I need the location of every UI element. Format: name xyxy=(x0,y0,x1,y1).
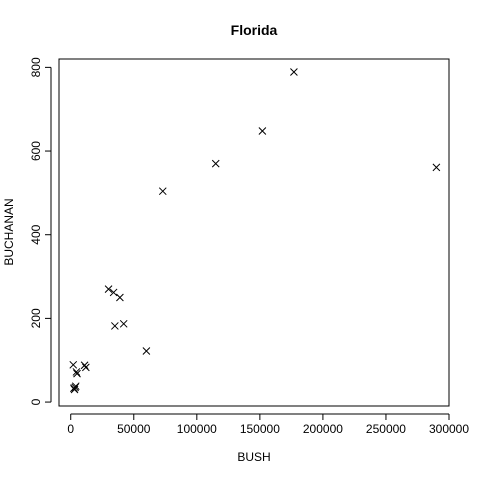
y-tick-label: 600 xyxy=(29,141,43,161)
data-point xyxy=(70,384,78,393)
data-point xyxy=(82,363,90,372)
y-tick-label: 800 xyxy=(29,57,43,77)
y-tick-label: 400 xyxy=(29,224,43,244)
data-point xyxy=(432,163,441,172)
data-point xyxy=(109,288,118,297)
data-point xyxy=(211,159,220,168)
x-tick-label: 50000 xyxy=(117,422,151,436)
data-point xyxy=(73,369,81,378)
data-point xyxy=(258,127,267,135)
data-point xyxy=(158,187,167,196)
x-tick-label: 300000 xyxy=(429,422,469,436)
data-point xyxy=(142,347,151,355)
data-point xyxy=(72,368,81,376)
y-axis: 0 200 400 600 800 xyxy=(29,57,52,405)
plot-frame xyxy=(58,58,450,407)
x-tick-label: 200000 xyxy=(303,422,343,436)
data-point xyxy=(116,293,124,302)
x-tick-label: 250000 xyxy=(366,422,406,436)
data-point xyxy=(111,322,119,330)
data-point xyxy=(80,361,89,370)
y-axis-label: BUCHANAN xyxy=(2,198,16,265)
data-points xyxy=(69,68,441,394)
x-tick-label: 100000 xyxy=(177,422,217,436)
x-tick-label: 0 xyxy=(67,422,74,436)
x-tick-label: 150000 xyxy=(240,422,280,436)
data-point xyxy=(69,360,78,369)
chart-title: Florida xyxy=(231,22,278,38)
y-tick-label: 200 xyxy=(29,308,43,328)
data-point xyxy=(104,285,113,293)
x-axis-label: BUSH xyxy=(237,450,270,464)
data-point xyxy=(119,319,128,328)
data-point xyxy=(290,68,298,76)
y-tick-label: 0 xyxy=(29,398,43,405)
x-axis: 0 50000 100000 150000 200000 250000 300000 xyxy=(67,413,469,436)
